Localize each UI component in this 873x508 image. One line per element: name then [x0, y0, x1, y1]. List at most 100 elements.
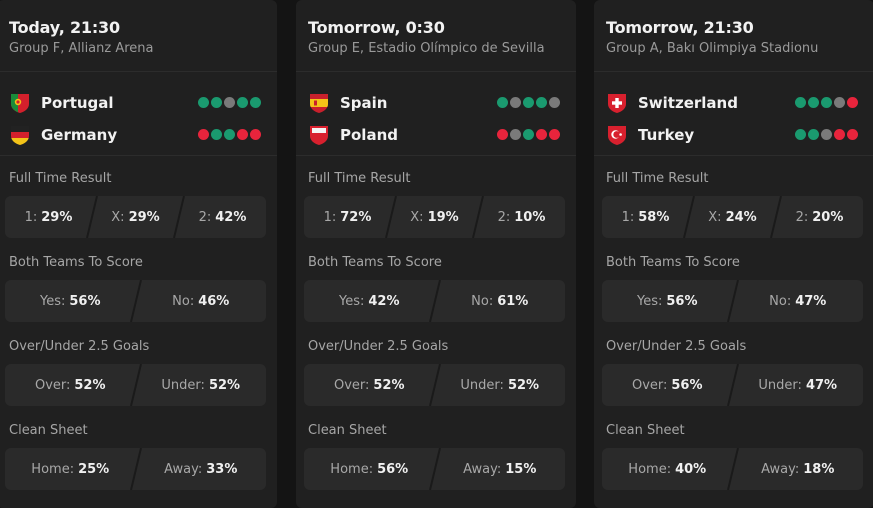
market-title: Full Time Result [606, 171, 709, 186]
match-card-3[interactable]: Tomorrow, 21:30 Group A, Bakı Olimpiya S… [594, 0, 873, 508]
option-value: 15% [505, 461, 537, 477]
odds-option[interactable]: Away: 33% [136, 448, 267, 490]
match-venue: Group A, Bakı Olimpiya Stadionu [606, 41, 819, 56]
odds-pill: Over: 52% Under: 52% [304, 364, 565, 406]
option-value: 56% [69, 293, 101, 309]
option-label: X: [410, 209, 424, 225]
team-row-home[interactable]: Portugal [0, 87, 277, 119]
odds-pill: Home: 56% Away: 15% [304, 448, 565, 490]
option-value: 72% [340, 209, 372, 225]
market-both-teams-to-score: Both Teams To Score Yes: 56% No: 46% [0, 240, 277, 324]
odds-option[interactable]: X: 19% [391, 196, 478, 238]
option-value: 47% [795, 293, 827, 309]
odds-pill: Yes: 56% No: 47% [602, 280, 863, 322]
option-separator [727, 364, 739, 406]
option-value: 42% [368, 293, 400, 309]
team-form [795, 129, 858, 140]
option-separator [683, 196, 695, 238]
match-card-2[interactable]: Tomorrow, 0:30 Group E, Estadio Olímpico… [296, 0, 576, 508]
odds-option[interactable]: Yes: 56% [5, 280, 136, 322]
form-dot [523, 129, 534, 140]
teams-block: Switzerland Turkey [594, 72, 873, 156]
odds-option[interactable]: Yes: 42% [304, 280, 435, 322]
spain-flag-icon [310, 94, 328, 113]
option-label: 1: [323, 209, 337, 225]
odds-option[interactable]: X: 24% [689, 196, 776, 238]
odds-option[interactable]: 2: 10% [478, 196, 565, 238]
odds-option[interactable]: No: 47% [733, 280, 864, 322]
odds-option[interactable]: Home: 56% [304, 448, 435, 490]
option-label: Over: [34, 377, 71, 393]
odds-option[interactable]: Under: 52% [136, 364, 267, 406]
market-both-teams-to-score: Both Teams To Score Yes: 42% No: 61% [296, 240, 576, 324]
option-value: 25% [78, 461, 110, 477]
option-label: Under: [460, 377, 504, 393]
option-separator [385, 196, 397, 238]
form-dot [224, 129, 235, 140]
market-over-under: Over/Under 2.5 Goals Over: 52% Under: 52% [0, 324, 277, 408]
match-header: Tomorrow, 21:30 Group A, Bakı Olimpiya S… [594, 0, 873, 72]
option-label: No: [471, 293, 494, 309]
option-value: 10% [514, 209, 546, 225]
odds-option[interactable]: Home: 25% [5, 448, 136, 490]
option-label: Under: [758, 377, 802, 393]
odds-option[interactable]: Away: 15% [435, 448, 566, 490]
option-label: 2: [497, 209, 511, 225]
odds-option[interactable]: Under: 52% [435, 364, 566, 406]
form-dot [523, 97, 534, 108]
option-label: Away: [463, 461, 502, 477]
market-both-teams-to-score: Both Teams To Score Yes: 56% No: 47% [594, 240, 873, 324]
market-title: Both Teams To Score [9, 255, 143, 270]
option-value: 52% [208, 377, 241, 393]
odds-option[interactable]: Home: 40% [602, 448, 733, 490]
odds-option[interactable]: 1: 72% [304, 196, 391, 238]
odds-option[interactable]: Over: 52% [5, 364, 136, 406]
option-separator [173, 196, 185, 238]
match-card-1[interactable]: Today, 21:30 Group F, Allianz Arena Port… [0, 0, 277, 508]
form-dot [549, 97, 560, 108]
market-title: Over/Under 2.5 Goals [9, 339, 150, 354]
odds-pill: Home: 40% Away: 18% [602, 448, 863, 490]
team-row-away[interactable]: Turkey [594, 119, 873, 151]
option-value: 56% [377, 461, 409, 477]
team-row-away[interactable]: Poland [296, 119, 576, 151]
market-title: Clean Sheet [9, 423, 88, 438]
odds-option[interactable]: Away: 18% [733, 448, 864, 490]
poland-flag-icon [310, 126, 328, 145]
odds-option[interactable]: X: 29% [92, 196, 179, 238]
odds-option[interactable]: No: 46% [136, 280, 267, 322]
odds-option[interactable]: Yes: 56% [602, 280, 733, 322]
option-value: 19% [427, 209, 459, 225]
odds-option[interactable]: No: 61% [435, 280, 566, 322]
option-label: 1: [24, 209, 38, 225]
option-value: 40% [675, 461, 707, 477]
match-time: Today, 21:30 [9, 18, 120, 37]
team-row-home[interactable]: Switzerland [594, 87, 873, 119]
team-row-home[interactable]: Spain [296, 87, 576, 119]
form-dot [834, 129, 845, 140]
option-value: 29% [41, 209, 73, 225]
odds-option[interactable]: 1: 29% [5, 196, 92, 238]
match-header: Tomorrow, 0:30 Group E, Estadio Olímpico… [296, 0, 576, 72]
market-title: Clean Sheet [606, 423, 685, 438]
form-dot [847, 129, 858, 140]
odds-option[interactable]: Over: 56% [602, 364, 733, 406]
odds-option[interactable]: 2: 42% [179, 196, 266, 238]
market-title: Both Teams To Score [606, 255, 740, 270]
option-label: X: [708, 209, 722, 225]
market-title: Over/Under 2.5 Goals [606, 339, 747, 354]
team-row-away[interactable]: Germany [0, 119, 277, 151]
odds-option[interactable]: Over: 52% [304, 364, 435, 406]
form-dot [510, 129, 521, 140]
team-name: Switzerland [638, 94, 738, 112]
germany-flag-icon [11, 126, 29, 145]
option-value: 24% [725, 209, 757, 225]
switzerland-flag-icon [608, 94, 626, 113]
odds-pill: 1: 29% X: 29% 2: 42% [5, 196, 266, 238]
odds-option[interactable]: 2: 20% [776, 196, 863, 238]
odds-option[interactable]: 1: 58% [602, 196, 689, 238]
form-dot [237, 129, 248, 140]
option-value: 52% [373, 377, 405, 393]
odds-option[interactable]: Under: 47% [733, 364, 864, 406]
market-full-time-result: Full Time Result 1: 58% X: 24% 2: 20% [594, 156, 873, 240]
